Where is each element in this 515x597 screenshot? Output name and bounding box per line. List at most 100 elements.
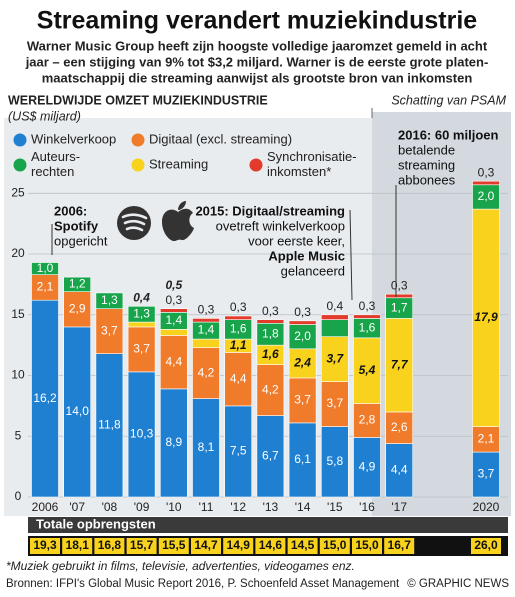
x-tick-label: '14 [295,500,311,514]
total-box [223,538,254,554]
value-label: 3,7 [478,467,495,481]
bar-segment [224,352,252,407]
value-label: 5,4 [359,363,376,377]
bar-segment [31,262,59,275]
x-tick-label: '16 [359,500,375,514]
total-label: 14,5 [291,538,315,552]
bar-segment [320,381,349,427]
legend-swatch [131,158,145,172]
bar-segment [127,321,156,328]
footnote: *Muziek gebruikt in films, televisie, ad… [6,559,355,573]
bar-segment [63,326,92,498]
legend-label-line: rechten [31,164,74,179]
apple-logo [162,201,194,242]
value-label: 4,4 [165,354,182,368]
subtitle: jaar – een stijging van 9% tot $3,2 milj… [25,54,489,69]
value-label: 4,4 [230,371,247,385]
annotation: streaming [398,157,455,172]
annotation: betalende [398,142,455,157]
value-label: 1,0 [37,261,54,275]
annotation: 2016: 60 miljoen [398,127,498,142]
value-label: 1,8 [262,326,279,340]
value-label: 10,3 [130,427,154,441]
bar-segment [385,443,414,498]
value-label: 2,4 [293,356,311,370]
value-label: 17,9 [474,310,498,324]
value-label: 4,2 [198,365,215,379]
bar-segment [160,308,188,313]
annotation: abbonees [398,172,456,187]
total-label: 15,5 [162,538,186,552]
bar-segment [95,308,124,354]
value-label: 4,4 [391,462,408,476]
legend-label: Auteurs-rechten [31,149,80,179]
total-label: 15,7 [130,538,154,552]
legend-label: Digitaal (excl. streaming) [149,131,292,146]
bar-segment [288,324,317,350]
bar-segment [95,353,124,498]
value-label: 1,6 [230,322,247,336]
annotation: Apple Music [268,248,345,263]
total-label: 14,9 [227,538,251,552]
total-label: 16,8 [98,538,122,552]
bar-segment [192,347,220,399]
y-tick-label: 0 [15,489,22,503]
value-label: 8,9 [165,435,182,449]
value-label: 0,5 [165,278,182,292]
bar-segment [224,405,252,498]
value-label: 0,4 [326,299,343,313]
chart-title: Streaming verandert muziekindustrie [37,7,478,35]
legend-swatch [249,158,263,172]
value-label: 2,6 [391,420,408,434]
total-box [30,538,60,554]
total-label: 14,6 [259,538,283,552]
bar-segment [160,329,188,336]
value-label: 3,7 [294,393,311,407]
total-label: 18,1 [66,538,90,552]
value-label: 0,3 [359,299,376,313]
value-label: 1,3 [101,293,118,307]
value-label: 14,0 [66,404,90,418]
value-label: 0,3 [262,304,279,318]
value-label: 1,2 [69,277,86,291]
total-box [287,538,318,554]
x-tick-label: '15 [327,500,343,514]
value-label: 0,3 [478,165,495,179]
total-box [319,538,350,554]
legend-label-line: Auteurs- [31,149,80,164]
bar-segment [288,422,317,498]
annotation: 2015: Digitaal/streaming [195,203,345,218]
value-label: 1,6 [359,320,376,334]
value-label: 8,1 [198,440,215,454]
annotation: voor eerste keer, [248,233,345,248]
total-box [126,538,157,554]
x-tick-label: '07 [69,500,85,514]
totals-title: Totale opbrengsten [36,516,156,531]
annotation: ovetreft winkelverkoop [216,218,345,233]
source: Bronnen: IFPI's Global Music Report 2016… [6,578,400,590]
value-label: 1,4 [198,323,215,337]
value-label: 3,7 [326,396,343,410]
bar-segment [353,337,381,404]
bar-segment [63,291,92,328]
estimate-label: Schatting van PSAM [391,93,506,107]
bar-segment [256,415,285,498]
bar-segment [353,437,381,498]
subtitle: Warner Music Group heeft zijn hoogste vo… [27,38,488,53]
total-box [191,538,221,554]
bar-segment [472,426,500,453]
bar-segment [256,319,285,324]
value-label: 2,1 [37,280,54,294]
y-tick-label: 25 [11,185,25,199]
total-label: 19,3 [33,538,57,552]
value-label: 0,3 [230,300,247,314]
total-box [384,538,415,554]
value-label: 4,2 [262,382,279,396]
axis-title: WERELDWIJDE OMZET MUZIEKINDUSTRIE [8,93,268,107]
bar-segment [95,292,124,310]
value-label: 3,7 [101,323,118,337]
legend-label-line: Synchronisatie- [267,149,357,164]
total-box [471,538,501,554]
annotation: gelanceerd [281,263,345,278]
